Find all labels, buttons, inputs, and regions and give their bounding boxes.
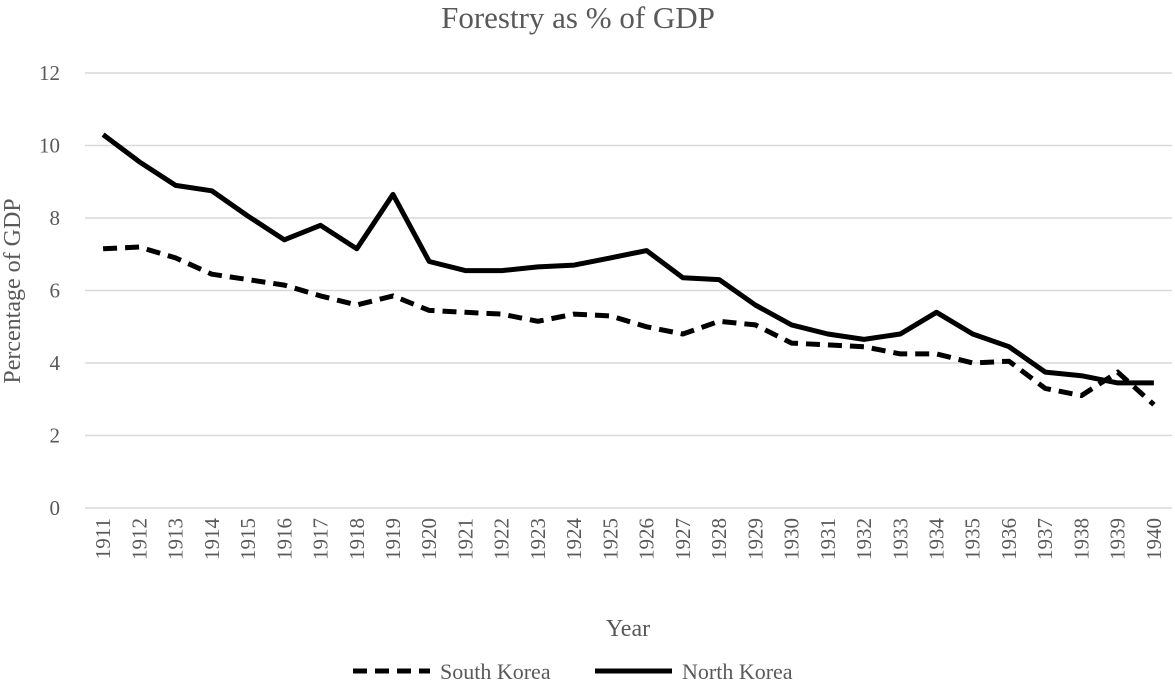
x-tick-label: 1938 bbox=[1069, 518, 1093, 560]
series-lines bbox=[101, 132, 1156, 407]
series-line-south-korea bbox=[102, 244, 1156, 407]
x-tick-label: 1933 bbox=[888, 518, 912, 560]
legend-label: North Korea bbox=[682, 659, 793, 683]
x-axis-ticks: 1911 1912 1913 1914 1915 1916 1917 1918 1919 1920… bbox=[91, 518, 1166, 561]
y-axis-title: Percentage of GDP bbox=[0, 198, 26, 383]
x-tick-label: 1914 bbox=[200, 518, 224, 561]
x-tick-label: 1928 bbox=[707, 518, 731, 560]
x-tick-label: 1917 bbox=[309, 518, 333, 560]
x-tick-label: 1926 bbox=[635, 518, 659, 560]
x-tick-label: 1922 bbox=[490, 518, 514, 560]
y-tick-label: 2 bbox=[50, 424, 61, 448]
y-tick-label: 6 bbox=[50, 279, 61, 303]
x-tick-label: 1923 bbox=[526, 518, 550, 560]
y-tick-label: 0 bbox=[50, 496, 61, 520]
legend: South Korea North Korea bbox=[353, 659, 793, 683]
series-line-north-korea bbox=[101, 132, 1154, 386]
y-tick-label: 4 bbox=[50, 351, 61, 375]
x-tick-label: 1913 bbox=[164, 518, 188, 560]
x-tick-label: 1919 bbox=[381, 518, 405, 560]
y-tick-label: 8 bbox=[50, 206, 61, 230]
legend-label: South Korea bbox=[440, 659, 551, 683]
x-tick-label: 1921 bbox=[453, 518, 477, 560]
x-tick-label: 1924 bbox=[562, 518, 586, 561]
x-tick-label: 1932 bbox=[852, 518, 876, 560]
x-tick-label: 1920 bbox=[417, 518, 441, 560]
x-tick-label: 1930 bbox=[780, 518, 804, 560]
chart-title: Forestry as % of GDP bbox=[441, 0, 715, 35]
x-tick-label: 1925 bbox=[598, 518, 622, 560]
x-tick-label: 1929 bbox=[743, 518, 767, 560]
x-tick-label: 1939 bbox=[1106, 518, 1130, 560]
x-tick-label: 1934 bbox=[924, 518, 948, 561]
x-tick-label: 1940 bbox=[1142, 518, 1166, 560]
x-tick-label: 1935 bbox=[961, 518, 985, 560]
x-tick-label: 1937 bbox=[1033, 518, 1057, 560]
x-tick-label: 1912 bbox=[127, 518, 151, 560]
gridlines bbox=[85, 72, 1172, 509]
x-tick-label: 1936 bbox=[997, 518, 1021, 560]
x-tick-label: 1931 bbox=[816, 518, 840, 560]
x-tick-label: 1911 bbox=[91, 518, 115, 559]
y-tick-label: 12 bbox=[39, 61, 60, 85]
x-tick-label: 1915 bbox=[236, 518, 260, 560]
x-tick-label: 1927 bbox=[671, 518, 695, 560]
y-axis-ticks: 0 2 4 6 8 10 12 bbox=[39, 61, 61, 520]
y-tick-label: 10 bbox=[39, 134, 60, 158]
x-tick-label: 1916 bbox=[272, 518, 296, 560]
x-tick-label: 1918 bbox=[345, 518, 369, 560]
x-axis-title: Year bbox=[606, 616, 650, 642]
